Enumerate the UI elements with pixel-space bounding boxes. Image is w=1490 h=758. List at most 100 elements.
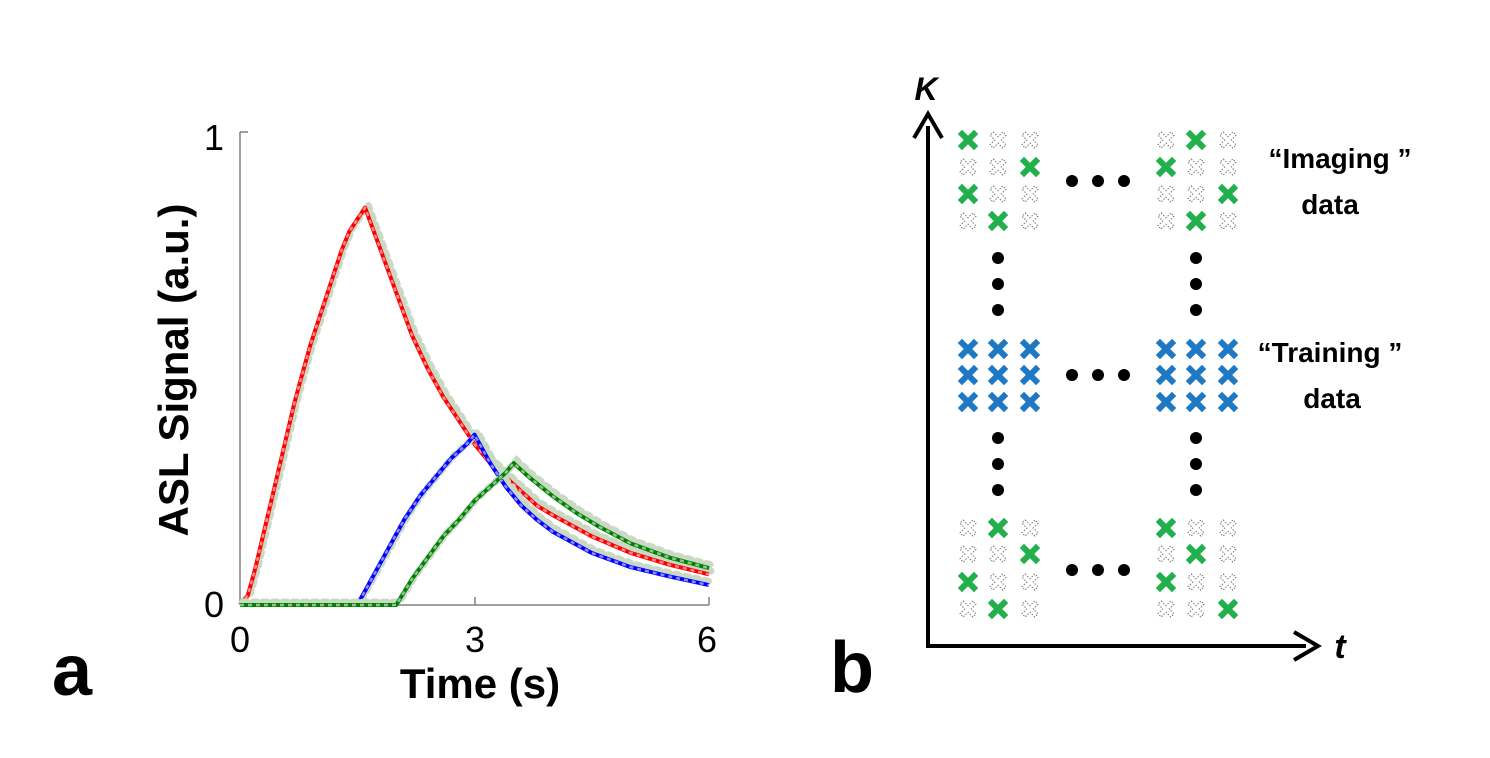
ellipsis-dot — [1190, 304, 1202, 316]
training-left-sampled-mark — [1019, 391, 1041, 413]
training-label-line1: “Training ” — [1258, 337, 1403, 368]
imaging-right-unsampled-mark — [1219, 131, 1237, 149]
y-tick-label-1: 1 — [204, 117, 224, 158]
bottom-right-unsampled-mark — [1187, 573, 1205, 591]
bottom-left-unsampled-mark — [1021, 519, 1039, 537]
ellipsis-dot — [992, 304, 1004, 316]
sample-blocks — [957, 129, 1239, 620]
bottom-left-sampled-mark — [987, 517, 1009, 539]
imaging-left-unsampled-mark — [989, 131, 1007, 149]
training-right-sampled-mark — [1185, 338, 1207, 360]
training-left-sampled-mark — [1019, 338, 1041, 360]
imaging-right-sampled-mark — [1185, 210, 1207, 232]
bottom-right-unsampled-mark — [1187, 600, 1205, 618]
ellipsis-dot — [1190, 484, 1202, 496]
bottom-left-unsampled-mark — [1021, 600, 1039, 618]
bottom-left-unsampled-mark — [1021, 573, 1039, 591]
x-tick-label-0: 0 — [230, 619, 250, 660]
training-right-sampled-mark — [1155, 364, 1177, 386]
training-left-sampled-mark — [957, 338, 979, 360]
imaging-left-unsampled-mark — [1021, 212, 1039, 230]
imaging-left-unsampled-mark — [1021, 185, 1039, 203]
panel-b: K t “Imaging ” data “Training ” data b — [830, 71, 1412, 708]
ellipsis-dot — [1092, 369, 1104, 381]
bottom-right-unsampled-mark — [1219, 545, 1237, 563]
training-right-sampled-mark — [1217, 338, 1239, 360]
ellipsis-dot — [1190, 278, 1202, 290]
training-right-sampled-mark — [1155, 338, 1177, 360]
imaging-right-unsampled-mark — [1219, 158, 1237, 176]
ellipsis-dot — [1190, 252, 1202, 264]
training-label-line2: data — [1303, 383, 1361, 414]
panel-label-a: a — [52, 631, 93, 711]
imaging-right-unsampled-mark — [1157, 185, 1175, 203]
series-2-fit — [239, 455, 716, 606]
bottom-right-sampled-mark — [1217, 598, 1239, 620]
bottom-left-unsampled-mark — [959, 545, 977, 563]
bottom-right-unsampled-mark — [1187, 519, 1205, 537]
diagram-axes — [912, 110, 1322, 662]
x-tick-label-6: 6 — [697, 619, 717, 660]
training-left-sampled-mark — [987, 364, 1009, 386]
ellipsis-dot — [992, 484, 1004, 496]
bottom-right-sampled-mark — [1155, 571, 1177, 593]
series-1-fit — [239, 425, 716, 606]
training-left-sampled-mark — [957, 391, 979, 413]
bottom-right-sampled-mark — [1155, 517, 1177, 539]
t-axis-label: t — [1334, 628, 1347, 666]
y-tick-label-0: 0 — [204, 584, 224, 625]
panel-label-b: b — [830, 628, 874, 708]
series-1-dash — [240, 433, 710, 607]
ellipsis-dot — [992, 278, 1004, 290]
imaging-right-unsampled-mark — [1157, 131, 1175, 149]
ellipsis-dot — [1118, 175, 1130, 187]
imaging-left-unsampled-mark — [959, 212, 977, 230]
imaging-left-sampled-mark — [1019, 156, 1041, 178]
ellipsis-dot — [1092, 564, 1104, 576]
bottom-left-sampled-mark — [987, 598, 1009, 620]
imaging-right-unsampled-mark — [1219, 212, 1237, 230]
bottom-right-unsampled-mark — [1219, 573, 1237, 591]
imaging-left-unsampled-mark — [989, 158, 1007, 176]
series-1-line — [240, 432, 710, 607]
training-left-sampled-mark — [987, 391, 1009, 413]
imaging-left-unsampled-mark — [1021, 131, 1039, 149]
bottom-left-unsampled-mark — [989, 545, 1007, 563]
ellipsis-dot — [1190, 458, 1202, 470]
imaging-left-sampled-mark — [987, 210, 1009, 232]
training-right-sampled-mark — [1185, 391, 1207, 413]
ellipsis-dot — [1066, 564, 1078, 576]
training-left-sampled-mark — [987, 338, 1009, 360]
x-axis-label: Time (s) — [400, 660, 560, 707]
bottom-right-unsampled-mark — [1157, 600, 1175, 618]
bottom-right-sampled-mark — [1185, 543, 1207, 565]
bottom-right-unsampled-mark — [1157, 545, 1175, 563]
ellipsis-dot — [1066, 369, 1078, 381]
bottom-left-unsampled-mark — [959, 519, 977, 537]
training-left-sampled-mark — [957, 364, 979, 386]
ellipsis-dots — [992, 175, 1202, 576]
training-right-sampled-mark — [1217, 364, 1239, 386]
k-axis-arrowhead — [912, 110, 944, 140]
ellipsis-dot — [1118, 369, 1130, 381]
bottom-left-unsampled-mark — [989, 573, 1007, 591]
y-axis — [239, 131, 248, 605]
ellipsis-dot — [992, 458, 1004, 470]
ellipsis-dot — [1092, 175, 1104, 187]
bottom-right-unsampled-mark — [1219, 519, 1237, 537]
series-layer — [238, 197, 716, 607]
training-right-sampled-mark — [1185, 364, 1207, 386]
training-right-sampled-mark — [1155, 391, 1177, 413]
imaging-right-sampled-mark — [1217, 183, 1239, 205]
imaging-left-sampled-mark — [957, 129, 979, 151]
series-2-dash — [240, 461, 710, 607]
k-axis-label: K — [914, 71, 940, 107]
t-axis-arrowhead — [1292, 630, 1322, 662]
ellipsis-dot — [992, 432, 1004, 444]
bottom-left-sampled-mark — [957, 571, 979, 593]
y-axis-label: ASL Signal (a.u.) — [150, 204, 197, 537]
bottom-left-sampled-mark — [1019, 543, 1041, 565]
x-tick-label-3: 3 — [465, 619, 485, 660]
series-0-dash — [239, 206, 710, 606]
